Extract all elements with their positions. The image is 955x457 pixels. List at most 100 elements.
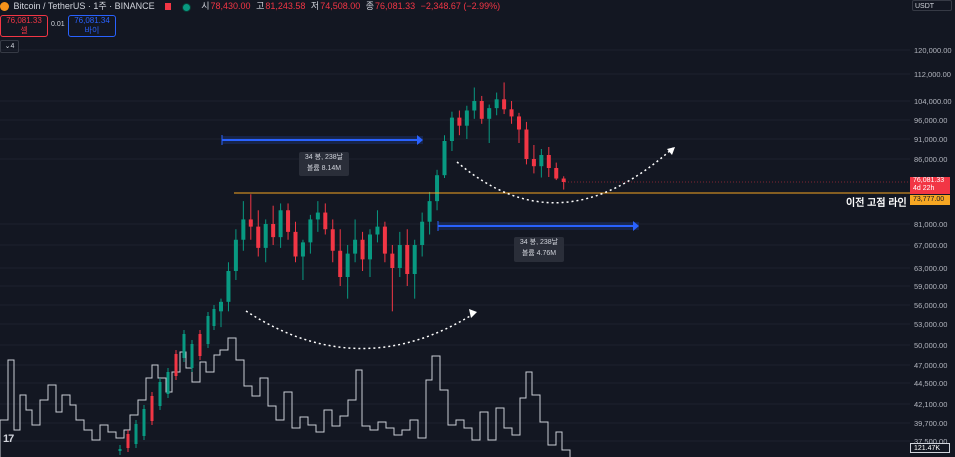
candle-body xyxy=(286,210,291,232)
price-tick-label: 67,000.00 xyxy=(914,241,948,250)
sell-button[interactable]: 76,081.33 셀 xyxy=(0,15,48,37)
high-value: 81,243.58 xyxy=(265,1,306,11)
change-value: −2,348.67 (−2.99%) xyxy=(420,1,501,11)
price-tick-label: 120,000.00 xyxy=(914,46,952,55)
candle-body xyxy=(219,301,223,312)
candle-body xyxy=(118,449,122,451)
candle-body xyxy=(330,229,335,251)
tradingview-logo-icon: 17 xyxy=(3,433,14,445)
candle-body xyxy=(353,239,358,254)
dotted-curve-2 xyxy=(456,147,674,204)
current-price-label: 76,081.33 4d 22h xyxy=(910,177,950,194)
candle-body xyxy=(397,245,402,268)
price-tick-label: 112,000.00 xyxy=(914,70,951,79)
price-tick-label: 37,500.00 xyxy=(914,437,948,446)
candle-body xyxy=(271,224,276,238)
candle-body xyxy=(263,224,268,248)
candle-body xyxy=(134,424,138,444)
candle-body xyxy=(338,250,343,277)
price-tick-label: 104,000.00 xyxy=(914,97,952,106)
candle-body xyxy=(531,159,536,167)
chart-canvas[interactable] xyxy=(0,0,910,457)
candle-body xyxy=(442,141,447,176)
price-tick-label: 42,100.00 xyxy=(914,400,948,409)
indicator-count: 4 xyxy=(10,43,15,50)
candle-body xyxy=(494,99,499,109)
candle-body xyxy=(233,239,238,271)
candle-body xyxy=(256,226,261,248)
price-tick-label: 63,000.00 xyxy=(914,264,948,273)
candle-body xyxy=(190,344,194,368)
candle-body xyxy=(435,175,440,202)
candle-body xyxy=(158,382,162,406)
candle-body xyxy=(561,178,566,182)
previous-high-line-label: 이전 고점 라인 xyxy=(846,198,907,209)
candle-body xyxy=(368,234,372,260)
candle-body xyxy=(293,231,298,257)
candle-body xyxy=(479,101,484,119)
low-value: 74,508.00 xyxy=(320,1,361,11)
measure-tooltip-1: 34 봉, 238날 볼륨 8.14M xyxy=(299,152,349,176)
buy-button[interactable]: 76,081.34 바이 xyxy=(68,15,116,37)
buy-price: 76,081.34 xyxy=(74,16,110,25)
price-tick-label: 91,000.00 xyxy=(914,135,948,144)
candle-body xyxy=(457,117,462,126)
candle-body xyxy=(345,253,350,277)
price-tick-label: 56,000.00 xyxy=(914,301,948,310)
sell-label: 셀 xyxy=(20,26,28,35)
dotted-curve-2-head xyxy=(667,147,675,155)
price-axis[interactable]: 120,000.00 112,000.00 104,000.00 96,000.00 9… xyxy=(910,14,955,457)
candle-body xyxy=(487,108,492,119)
measure-1-volume: 볼륨 8.14M xyxy=(306,165,342,172)
candle-body xyxy=(126,434,130,448)
candle-body xyxy=(420,221,425,245)
dotted-curve-1-head xyxy=(469,309,477,318)
candle-body xyxy=(278,210,283,238)
candle-body xyxy=(198,334,202,356)
market-status-icon xyxy=(181,3,191,12)
price-tick-label: 81,000.00 xyxy=(914,220,948,229)
candle-body xyxy=(206,316,210,344)
candle-body xyxy=(539,155,544,167)
candle-body xyxy=(241,219,246,240)
buy-label: 바이 xyxy=(84,26,100,35)
candle-body xyxy=(517,116,521,130)
price-tick-label: 44,500.00 xyxy=(914,379,948,388)
price-tick-label: 50,000.00 xyxy=(914,341,948,350)
low-label: 저 xyxy=(310,1,320,11)
volume-outline xyxy=(0,337,571,457)
flag-icon[interactable] xyxy=(165,3,172,10)
candle-body xyxy=(502,99,507,110)
candle-body xyxy=(248,219,253,227)
price-tick-label: 96,000.00 xyxy=(914,116,948,125)
candle-body xyxy=(427,201,432,222)
high-label: 고 xyxy=(256,1,265,11)
price-tick-label: 39,700.00 xyxy=(914,419,948,428)
price-tick-label: 86,000.00 xyxy=(914,155,948,164)
volume-label: 121.47K xyxy=(910,443,950,453)
close-label: 종 xyxy=(365,1,375,11)
sell-price: 76,081.33 xyxy=(6,16,42,25)
symbol-title[interactable]: Bitcoin / TetherUS · 1주 · BINANCE xyxy=(13,1,155,11)
close-value: 76,081.33 xyxy=(375,1,416,11)
price-tick-label: 53,000.00 xyxy=(914,320,948,329)
candle-body xyxy=(546,155,551,168)
candle-body xyxy=(308,219,313,243)
bitcoin-icon xyxy=(0,2,9,11)
candle-body xyxy=(323,212,328,230)
candle-body xyxy=(300,242,305,257)
candle-body xyxy=(464,110,469,126)
candle-body xyxy=(226,271,231,302)
indicator-toggle[interactable]: ⌄4 xyxy=(0,40,19,53)
horizontal-line-price: 73,777.00 xyxy=(910,195,950,205)
measure-2-volume: 볼륨 4.76M xyxy=(521,250,557,257)
candle-body xyxy=(509,109,514,117)
currency-select[interactable]: USDT xyxy=(912,0,952,11)
symbol-header: Bitcoin / TetherUS · 1주 · BINANCE 시78,43… xyxy=(0,0,910,13)
price-tick-label: 47,000.00 xyxy=(914,361,948,370)
open-label: 시 xyxy=(201,1,210,11)
candle-body xyxy=(174,354,178,376)
candle-body xyxy=(315,212,320,220)
current-price: 76,081.33 xyxy=(913,177,945,184)
candle-body xyxy=(212,309,216,326)
